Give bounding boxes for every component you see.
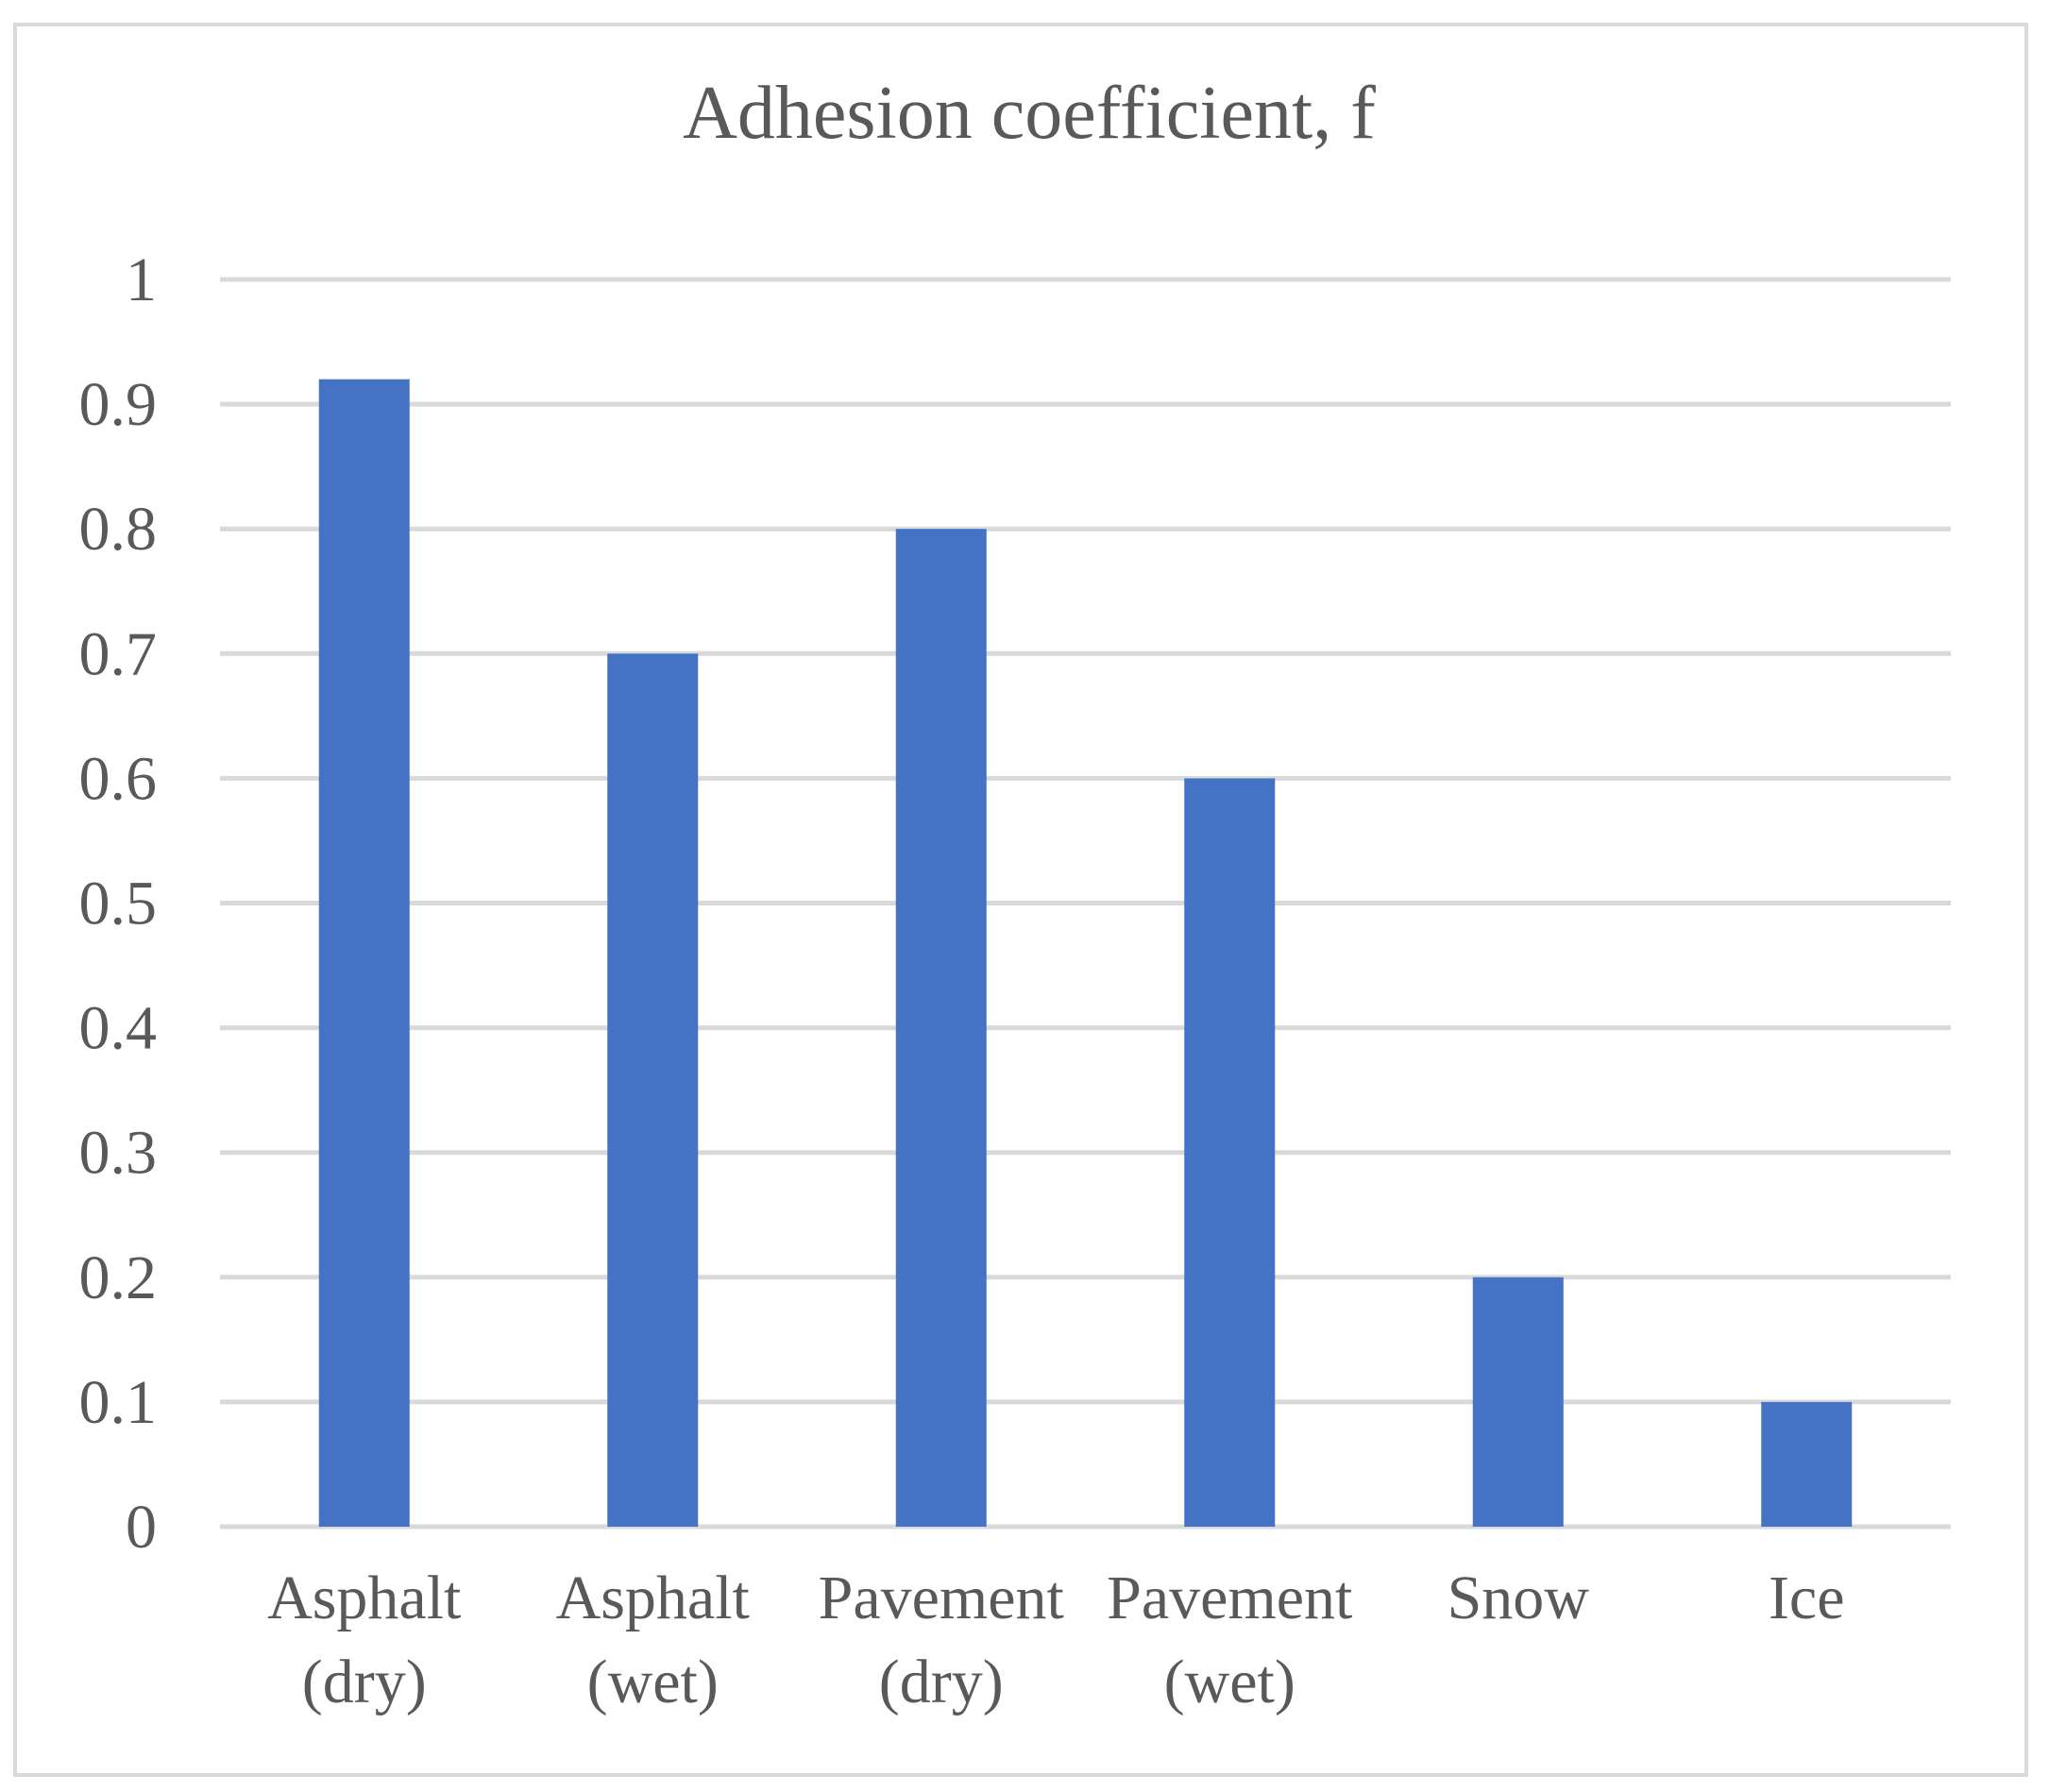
chart-frame: Adhesion coefficient, f 0 0.1 0.2 0.3 0.4 0.5…: [13, 23, 2028, 1777]
x-category-label: Snow: [1448, 1564, 1590, 1632]
y-tick-label: 0.8: [79, 495, 158, 564]
bar-chart: Adhesion coefficient, f 0 0.1 0.2 0.3 0.4 0.5…: [79, 72, 1951, 1716]
y-tick-label: 1: [126, 245, 157, 314]
bar: [1761, 1401, 1853, 1527]
x-category-label: Asphalt: [556, 1564, 750, 1632]
y-tick-label: 0.5: [79, 870, 158, 938]
gridlines: [220, 277, 1951, 1530]
x-category-label: (wet): [587, 1648, 719, 1716]
x-category-label: (dry): [302, 1648, 427, 1716]
x-category-label: Pavement: [819, 1564, 1064, 1632]
x-axis-category-labels: Asphalt (dry) Asphalt (wet) Pavement (dry) Pav…: [267, 1564, 1844, 1716]
y-tick-label: 0.3: [79, 1119, 158, 1188]
y-tick-label: 0.9: [79, 370, 158, 439]
bar: [1472, 1276, 1564, 1527]
bar: [318, 379, 410, 1528]
chart-title: Adhesion coefficient, f: [683, 72, 1376, 155]
y-tick-label: 0.6: [79, 744, 158, 813]
x-category-label: (dry): [879, 1648, 1004, 1716]
bars: [318, 379, 1853, 1528]
x-category-label: Ice: [1769, 1564, 1845, 1632]
x-category-label: Asphalt: [267, 1564, 461, 1632]
y-axis-tick-labels: 0 0.1 0.2 0.3 0.4 0.5 0.6 0.7 0.8 0.9 1: [79, 245, 158, 1562]
y-tick-label: 0: [126, 1493, 157, 1562]
x-category-label: (wet): [1164, 1648, 1295, 1716]
y-tick-label: 0.7: [79, 619, 158, 688]
bar: [607, 653, 699, 1527]
bar: [895, 529, 987, 1528]
x-category-label: Pavement: [1107, 1564, 1352, 1632]
y-tick-label: 0.4: [79, 994, 158, 1063]
y-tick-label: 0.1: [79, 1368, 158, 1437]
y-tick-label: 0.2: [79, 1243, 158, 1312]
bar: [1184, 778, 1276, 1527]
